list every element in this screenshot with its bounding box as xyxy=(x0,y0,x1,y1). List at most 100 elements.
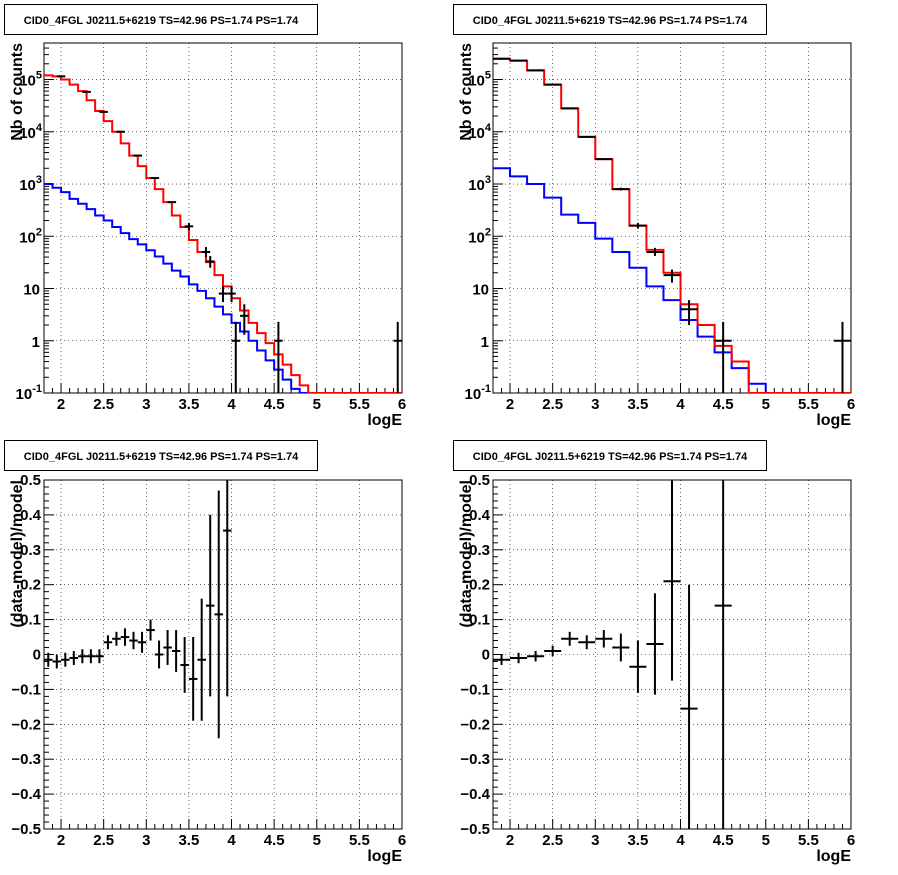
data-point xyxy=(205,514,215,697)
data-point xyxy=(561,631,579,646)
x-tick-label: 3.5 xyxy=(178,832,199,849)
chart-title: CID0_4FGL J0211.5+6219 TS=42.96 PS=1.74 … xyxy=(24,15,299,27)
y-tick-label: 0.5 xyxy=(20,472,41,489)
x-tick-label: 2.5 xyxy=(93,396,114,413)
blue-histogram-line xyxy=(44,183,402,393)
y-tick-label: 105 xyxy=(19,70,42,90)
x-tick-label: 2 xyxy=(57,832,65,849)
x-tick-label: 5.5 xyxy=(349,396,370,413)
data-point xyxy=(527,651,545,662)
x-tick-label: 5 xyxy=(313,396,321,413)
x-tick-label: 4.5 xyxy=(264,832,285,849)
data-point xyxy=(612,633,630,662)
data-point xyxy=(663,480,681,681)
data-point xyxy=(112,631,121,646)
x-tick-label: 3 xyxy=(142,832,150,849)
y-tick-label: −0.5 xyxy=(460,821,490,838)
x-tick-label: 4.5 xyxy=(713,396,734,413)
x-tick-label: 5.5 xyxy=(798,832,819,849)
data-point xyxy=(629,222,647,229)
data-point xyxy=(680,584,698,829)
chart-panel: CID0_4FGL J0211.5+6219 TS=42.96 PS=1.74 … xyxy=(4,4,406,429)
x-tick-label: 4.5 xyxy=(713,832,734,849)
data-point xyxy=(646,247,664,256)
y-tick-label: −0.2 xyxy=(11,716,41,733)
data-point xyxy=(52,654,62,669)
y-tick-label: −0.1 xyxy=(460,681,490,698)
chart-title: CID0_4FGL J0211.5+6219 TS=42.96 PS=1.74 … xyxy=(473,451,748,463)
data-point xyxy=(274,321,283,393)
y-tick-label: −0.2 xyxy=(460,716,490,733)
blue-histogram-line xyxy=(493,167,851,393)
chart-title: CID0_4FGL J0211.5+6219 TS=42.96 PS=1.74 … xyxy=(473,15,748,27)
x-tick-label: 5 xyxy=(762,832,770,849)
data-point xyxy=(137,631,147,653)
data-point xyxy=(393,321,402,393)
x-tick-label: 2.5 xyxy=(542,832,563,849)
x-tick-label: 3 xyxy=(591,832,599,849)
y-tick-label: 104 xyxy=(468,122,492,142)
data-point xyxy=(240,304,249,335)
y-tick-label: 103 xyxy=(468,174,491,194)
y-tick-label: 0.1 xyxy=(20,612,41,629)
data-point xyxy=(78,649,87,664)
x-tick-label: 5.5 xyxy=(798,396,819,413)
data-point xyxy=(69,651,79,665)
data-point xyxy=(154,640,164,669)
data-point xyxy=(86,649,96,664)
data-point xyxy=(44,652,53,667)
title-box xyxy=(453,440,767,471)
y-tick-label: 104 xyxy=(19,122,43,142)
x-axis-label: logE xyxy=(816,848,851,865)
data-point xyxy=(544,645,562,657)
y-tick-label: 102 xyxy=(19,226,42,246)
data-point xyxy=(510,652,528,664)
red-histogram-line xyxy=(493,57,851,393)
y-tick-label: 105 xyxy=(468,70,491,90)
data-point xyxy=(184,222,194,231)
data-point xyxy=(493,654,511,665)
data-point xyxy=(201,247,211,258)
data-point xyxy=(231,321,241,393)
data-point xyxy=(595,630,613,648)
data-point xyxy=(180,637,189,693)
y-tick-label: 1 xyxy=(32,334,40,351)
y-tick-label: 0.2 xyxy=(469,577,490,594)
y-tick-label: 0.3 xyxy=(469,542,490,559)
x-tick-label: 5 xyxy=(313,832,321,849)
x-tick-label: 6 xyxy=(398,832,406,849)
title-box xyxy=(4,4,318,35)
data-point xyxy=(188,637,198,721)
y-tick-label: 10 xyxy=(23,282,40,299)
y-tick-label: 10-1 xyxy=(465,383,491,403)
y-tick-label: 102 xyxy=(468,226,491,246)
y-tick-label: −0.4 xyxy=(460,786,490,803)
x-tick-label: 2 xyxy=(506,396,514,413)
data-point xyxy=(680,300,698,326)
data-point xyxy=(714,321,732,393)
x-tick-label: 2.5 xyxy=(93,832,114,849)
y-tick-label: −0.3 xyxy=(11,751,41,768)
series-layer xyxy=(44,74,402,393)
data-point xyxy=(714,480,732,829)
data-point xyxy=(205,255,215,268)
data-point xyxy=(61,652,70,667)
y-tick-label: −0.3 xyxy=(460,751,490,768)
data-point xyxy=(95,649,104,664)
x-tick-label: 6 xyxy=(847,832,855,849)
x-tick-label: 3.5 xyxy=(627,396,648,413)
y-tick-label: 0 xyxy=(482,647,490,664)
y-tick-label: 0.1 xyxy=(469,612,490,629)
y-tick-label: 0.4 xyxy=(469,507,491,524)
series-layer xyxy=(493,480,732,829)
y-tick-label: 0.5 xyxy=(469,472,490,489)
x-axis-label: logE xyxy=(816,412,851,429)
y-tick-label: 0 xyxy=(33,647,41,664)
title-box xyxy=(453,4,767,35)
x-tick-label: 3 xyxy=(142,396,150,413)
x-tick-label: 4.5 xyxy=(264,396,285,413)
data-point xyxy=(833,321,851,393)
x-tick-label: 5 xyxy=(762,396,770,413)
data-point xyxy=(227,286,236,303)
